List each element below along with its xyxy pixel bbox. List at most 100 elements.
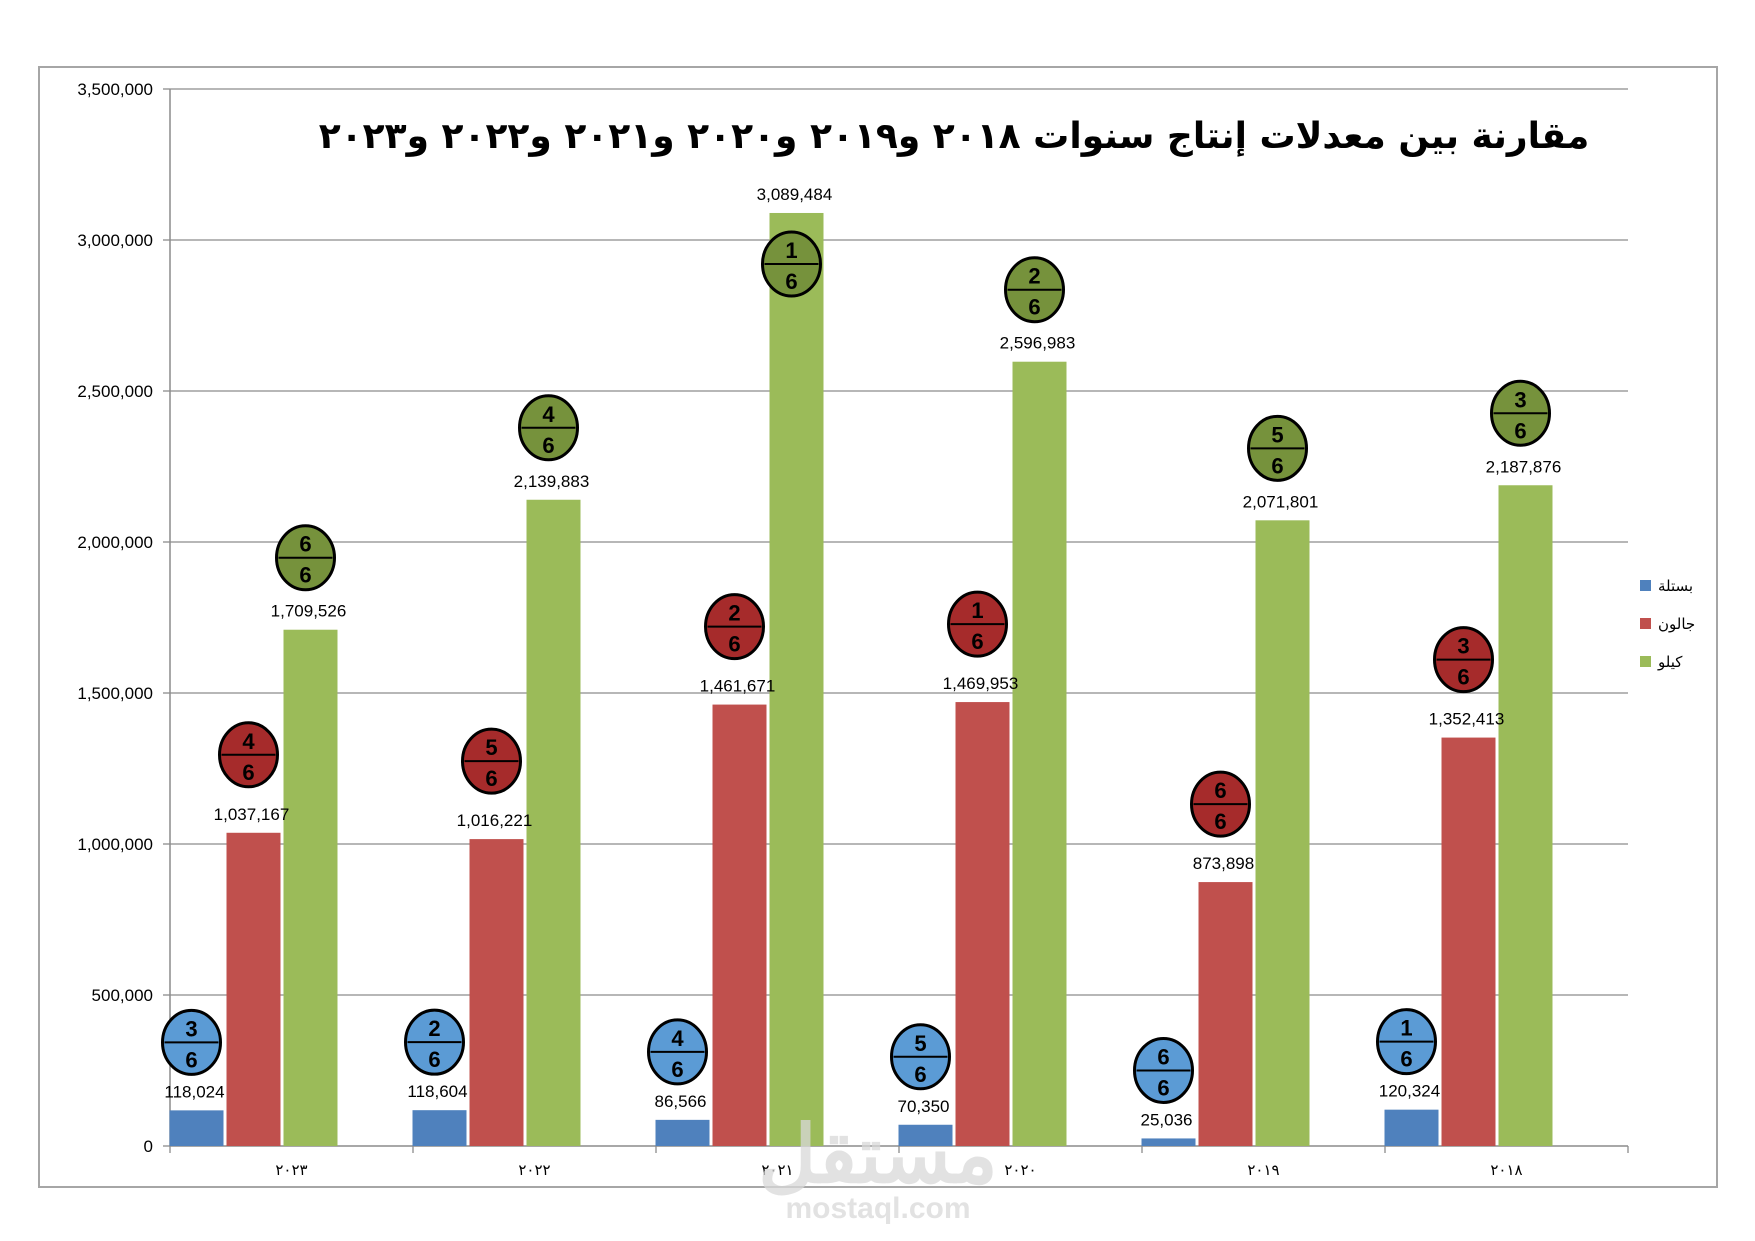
legend-label: جالون [1658,615,1695,633]
rank-number: 5 [914,1031,926,1056]
rank-badge: 56 [461,727,522,795]
rank-number: 2 [1028,264,1040,289]
rank-denominator: 6 [242,760,254,785]
bar [1498,485,1553,1146]
data-label: 86,566 [655,1092,707,1111]
rank-denominator: 6 [1271,453,1283,478]
data-label: 3,089,484 [757,185,833,204]
legend-label: بستلة [1658,577,1693,595]
rank-denominator: 6 [728,632,740,657]
bar [226,832,281,1146]
data-label: 1,352,413 [1429,710,1505,729]
x-tick-label: ٢٠٢١ [761,1161,793,1179]
rank-number: 5 [1271,422,1283,447]
bar [526,499,581,1146]
rank-badge: 16 [1376,1008,1437,1076]
rank-badge: 26 [404,1008,465,1076]
y-tick-label: 3,500,000 [77,80,153,99]
rank-denominator: 6 [971,629,983,654]
x-tick-label: ٢٠٢٣ [275,1161,307,1179]
y-tick-label: 1,500,000 [77,684,153,703]
bar [712,704,767,1146]
rank-badge: 36 [1433,626,1494,694]
y-tick-label: 1,000,000 [77,835,153,854]
data-label: 2,596,983 [1000,334,1076,353]
y-tick-label: 500,000 [92,986,153,1005]
data-label: 1,016,221 [457,811,533,830]
rank-badge: 66 [1190,770,1251,838]
rank-denominator: 6 [428,1047,440,1072]
rank-denominator: 6 [1157,1075,1169,1100]
rank-number: 2 [728,601,740,626]
rank-number: 4 [242,729,255,754]
bar [1384,1109,1439,1146]
bar [898,1124,953,1146]
legend-swatch [1640,618,1651,629]
data-label: 70,350 [898,1097,950,1116]
bar [169,1110,224,1146]
legend-label: كيلو [1657,653,1683,671]
rank-denominator: 6 [914,1062,926,1087]
rank-denominator: 6 [299,563,311,588]
bar [955,702,1010,1146]
axes: 0 500,000 1,000,000 1,500,000 2,000,000 2,500… [77,80,1629,1179]
watermark: مستقل mostaql.com [758,1110,997,1225]
y-tick-label: 2,000,000 [77,533,153,552]
rank-denominator: 6 [1457,665,1469,690]
rank-badge: 66 [275,524,336,592]
rank-denominator: 6 [671,1057,683,1082]
data-label: 25,036 [1141,1110,1193,1129]
rank-number: 1 [971,598,983,623]
rank-badge: 36 [161,1008,222,1076]
legend: بستلة جالون كيلو [1640,577,1695,671]
rank-badge: 66 [1133,1036,1194,1104]
legend-swatch [1640,656,1651,667]
legend-swatch [1640,580,1651,591]
bar [1441,737,1496,1146]
rank-denominator: 6 [1514,418,1526,443]
data-label: 1,461,671 [700,677,776,696]
watermark-logo: مستقل [758,1110,997,1199]
bar [655,1119,710,1146]
rank-number: 3 [1514,387,1526,412]
rank-number: 2 [428,1016,440,1041]
data-label: 2,187,876 [1486,457,1562,476]
data-label: 2,071,801 [1243,492,1319,511]
rank-badge: 26 [1004,256,1065,324]
rank-number: 1 [1400,1016,1412,1041]
rank-number: 3 [185,1016,197,1041]
bar [1141,1138,1196,1146]
watermark-site: mostaql.com [785,1192,970,1225]
bar [469,839,524,1146]
rank-denominator: 6 [542,433,554,458]
rank-number: 5 [485,735,497,760]
rank-badge: 26 [704,593,765,661]
rank-badge: 46 [647,1018,708,1086]
data-label: 118,024 [164,1082,224,1101]
rank-badge: 16 [947,590,1008,658]
x-tick-label: ٢٠٢٢ [518,1161,550,1179]
rank-number: 1 [785,238,797,263]
rank-number: 4 [671,1026,684,1051]
rank-badge: 56 [890,1023,951,1091]
x-tick-label: ٢٠١٨ [1490,1161,1522,1179]
x-tick-label: ٢٠٢٠ [1004,1161,1036,1179]
bar [1198,882,1253,1146]
bar [769,212,824,1146]
rank-denominator: 6 [1400,1047,1412,1072]
data-label: 120,324 [1379,1082,1440,1101]
rank-denominator: 6 [185,1047,197,1072]
bar [1012,361,1067,1146]
data-label: 1,709,526 [271,602,347,621]
rank-number: 6 [299,532,311,557]
data-label: 873,898 [1193,854,1254,873]
rank-number: 6 [1157,1044,1169,1069]
data-label: 118,604 [407,1082,467,1101]
rank-badge: 46 [218,721,279,789]
gridlines [170,88,1628,996]
x-tick-label: ٢٠١٩ [1247,1161,1279,1179]
data-labels: 118,024 118,604 86,566 70,350 25,036 120,324 1… [164,185,1561,1129]
rank-denominator: 6 [485,766,497,791]
